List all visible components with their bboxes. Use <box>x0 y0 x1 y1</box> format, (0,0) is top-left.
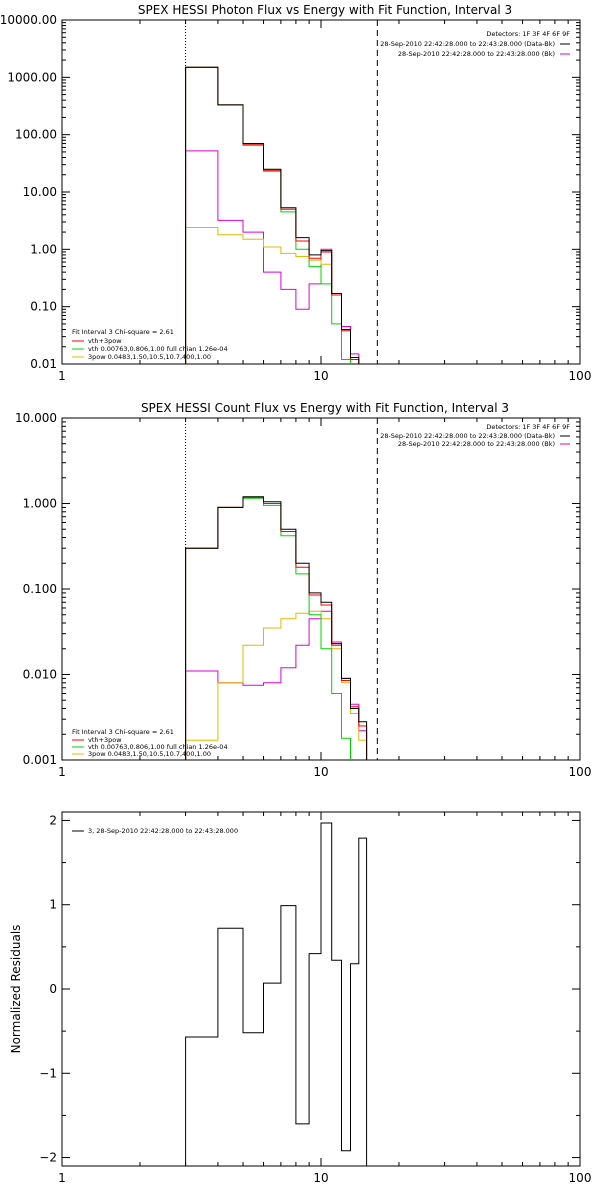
pow-params-text: 3pow 0.0483,1.50,10.5,10.7,400,1.00 <box>88 750 211 758</box>
plot-frame <box>61 417 581 761</box>
y-tick-label: 0.01 <box>30 357 57 371</box>
fit-model-text: vth+3pow <box>88 337 122 345</box>
y-tick-label: 1.00 <box>30 242 57 256</box>
chart-title: SPEX HESSI Photon Flux vs Energy with Fi… <box>138 3 512 17</box>
plot-frame <box>61 19 581 365</box>
pow-params-text: 3pow 0.0483,1.50,10.5,10.7,400,1.00 <box>88 353 211 361</box>
fit-interval-text: Fit Interval 3 Chi-square = 2.61 <box>72 328 174 336</box>
y-tick-label: 1 <box>49 898 57 912</box>
pow-series <box>185 227 360 364</box>
fit-interval-text: Fit Interval 3 Chi-square = 2.61 <box>72 728 174 736</box>
data-minus-bk-series <box>185 496 368 760</box>
y-tick-label: 0.010 <box>23 668 57 682</box>
residuals-chart: Normalized Residuals 1 10 100 −2 −1 0 1 2 3, 28… <box>9 811 592 1185</box>
y-tick-label: 0.10 <box>30 300 57 314</box>
y-tick-label: 10.00 <box>23 185 57 199</box>
y-axis-label: Normalized Residuals <box>9 925 23 1054</box>
y-tick-label: −1 <box>39 1066 57 1080</box>
fit-model-text: vth+3pow <box>88 736 122 744</box>
pow-series <box>185 610 368 760</box>
x-tick-label: 100 <box>569 369 592 383</box>
photon-flux-chart: SPEX HESSI Photon Flux vs Energy with Fi… <box>0 3 591 383</box>
x-tick-label: 10 <box>313 765 328 779</box>
background-series <box>185 150 360 364</box>
x-tick-label: 10 <box>313 1171 328 1185</box>
data-minus-bk-series <box>185 66 360 364</box>
x-tick-label: 1 <box>58 765 66 779</box>
vth-params-text: vth 0.00763,0.806,1.00 full chian 1.26e-… <box>88 345 228 353</box>
y-tick-label: 100.00 <box>15 128 57 142</box>
fit-total-series <box>185 66 360 364</box>
y-tick-label: 0 <box>49 982 57 996</box>
y-tick-label: 10000.00 <box>0 13 57 27</box>
info-block-right: Detectors: 1F 3F 4F 6F 9F 28-Sep-2010 22… <box>380 423 570 448</box>
info-block-right: Detectors: 1F 3F 4F 6F 9F 28-Sep-2010 22… <box>380 30 570 58</box>
detectors-text: Detectors: 1F 3F 4F 6F 9F <box>486 30 570 38</box>
data-interval-text: 28-Sep-2010 22:42:28.000 to 22:43:28.000… <box>380 432 555 440</box>
bk-interval-text: 28-Sep-2010 22:42:28.000 to 22:43:28.000… <box>398 440 555 448</box>
x-tick-label: 1 <box>58 369 66 383</box>
y-tick-label: 10.000 <box>15 411 57 425</box>
count-flux-chart: SPEX HESSI Count Flux vs Energy with Fit… <box>15 401 591 779</box>
x-tick-label: 100 <box>569 765 592 779</box>
info-block-left: Fit Interval 3 Chi-square = 2.61 vth+3po… <box>72 728 228 758</box>
legend: 3, 28-Sep-2010 22:42:28.000 to 22:43:28.… <box>72 827 238 835</box>
vth-params-text: vth 0.00763,0.806,1.00 full chian 1.26e-… <box>88 743 228 751</box>
y-tick-label: 1000.00 <box>7 70 57 84</box>
x-tick-label: 100 <box>569 1171 592 1185</box>
vth-series <box>185 497 351 760</box>
x-tick-label: 1 <box>58 1171 66 1185</box>
bk-interval-text: 28-Sep-2010 22:42:28.000 to 22:43:28.000… <box>398 50 555 58</box>
y-tick-label: 2 <box>49 813 57 827</box>
fit-total-series <box>185 496 368 760</box>
x-tick-label: 10 <box>313 369 328 383</box>
legend-label: 3, 28-Sep-2010 22:42:28.000 to 22:43:28.… <box>88 827 238 835</box>
y-tick-label: 1.000 <box>23 497 57 511</box>
y-tick-label: 0.001 <box>23 753 57 767</box>
residuals-series <box>185 822 368 1166</box>
y-tick-label: 0.100 <box>23 582 57 596</box>
data-interval-text: 28-Sep-2010 22:42:28.000 to 22:43:28.000… <box>380 40 555 48</box>
info-block-left: Fit Interval 3 Chi-square = 2.61 vth+3po… <box>72 328 228 361</box>
vth-series <box>185 66 351 364</box>
chart-title: SPEX HESSI Count Flux vs Energy with Fit… <box>141 401 509 415</box>
background-series <box>185 610 368 760</box>
detectors-text: Detectors: 1F 3F 4F 6F 9F <box>486 423 570 431</box>
y-tick-label: −2 <box>39 1151 57 1165</box>
